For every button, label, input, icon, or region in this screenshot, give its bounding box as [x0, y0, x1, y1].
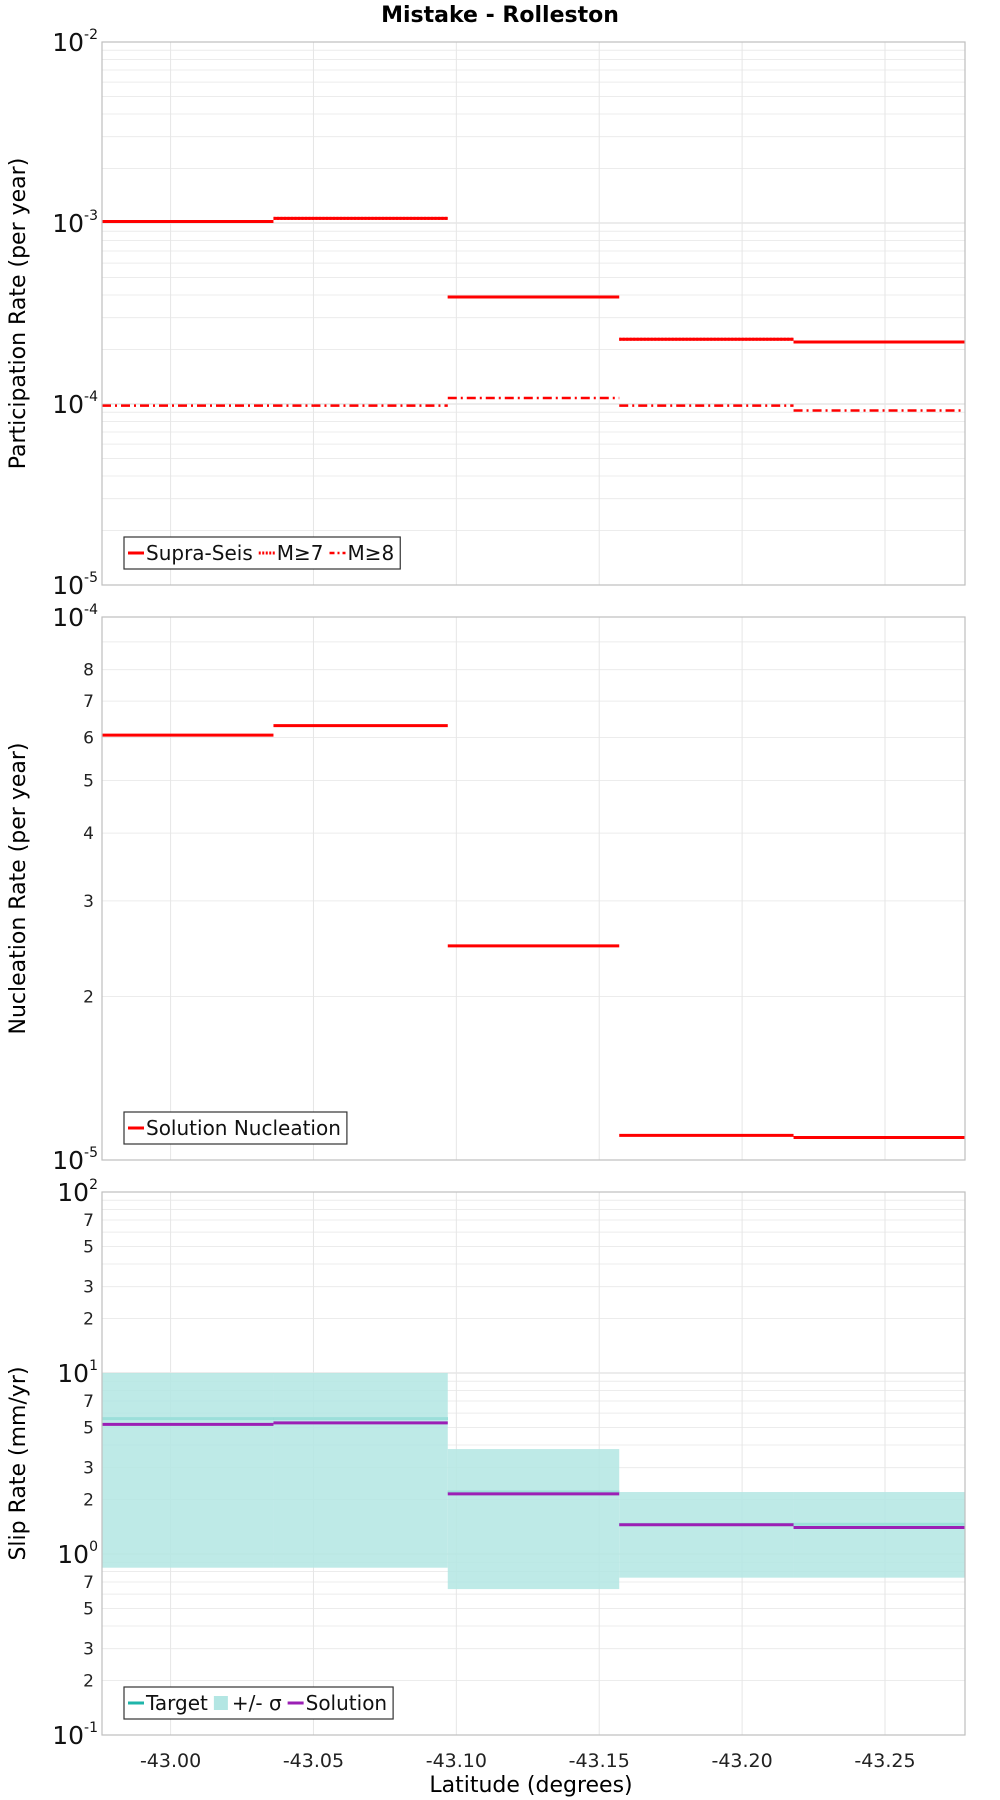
y-minor-tick-label: 3	[83, 1640, 94, 1660]
chart-title: Mistake - Rolleston	[381, 3, 619, 28]
x-tick-label: -43.15	[569, 1750, 630, 1772]
slip-rate-panel: 102 101 100 10-1 2 3 5 7 2 3 5 7 2 3 5 7 Slip Rate (mm/y…	[6, 1177, 966, 1772]
y-tick-label: 10-4	[52, 389, 98, 419]
y-axis-label: Nucleation Rate (per year)	[6, 743, 31, 1035]
y-axis-label: Participation Rate (per year)	[6, 158, 31, 470]
y-minor-tick-label: 5	[83, 771, 94, 791]
legend-label: Solution	[306, 1691, 387, 1715]
legend: Target +/- σ Solution	[123, 1686, 394, 1720]
legend-box	[123, 536, 401, 570]
y-tick-label: 100	[57, 1539, 98, 1569]
y-tick-label: 101	[57, 1358, 98, 1388]
y-tick-label: 10-2	[52, 27, 98, 57]
y-minor-tick-label: 5	[83, 1418, 94, 1438]
y-minor-tick-label: 2	[83, 1310, 94, 1330]
nucleation-rate-panel: 10-4 10-5 2 3 4 5 6 7 8 Nucleation Rate (per year…	[6, 602, 966, 1175]
legend: Supra-Seis M≥7 M≥8	[123, 536, 401, 570]
x-tick-label: -43.20	[711, 1750, 772, 1772]
y-minor-tick-label: 5	[83, 1599, 94, 1619]
y-minor-tick-label: 2	[83, 1672, 94, 1692]
y-minor-tick-label: 4	[83, 824, 94, 844]
sigma-band-segment	[102, 1373, 274, 1568]
legend-swatch	[213, 1696, 228, 1710]
x-axis-label: Latitude (degrees)	[429, 1773, 632, 1798]
y-minor-tick-label: 2	[83, 1491, 94, 1511]
x-tick-label: -43.10	[426, 1750, 487, 1772]
panel-frame	[101, 1191, 966, 1736]
y-minor-tick-label: 7	[83, 1211, 94, 1231]
x-tick-label: -43.25	[854, 1750, 915, 1772]
y-minor-tick-label: 3	[83, 892, 94, 912]
sigma-band-segment	[793, 1492, 965, 1578]
y-minor-tick-label: 3	[83, 1459, 94, 1479]
legend-box	[123, 1111, 348, 1145]
y-tick-label: 10-1	[52, 1720, 98, 1750]
y-minor-tick-label: 8	[83, 661, 94, 681]
y-minor-tick-label: 7	[83, 1573, 94, 1593]
y-minor-tick-label: 7	[83, 692, 94, 712]
legend-box	[123, 1686, 394, 1720]
y-tick-label: 10-3	[52, 208, 98, 238]
legend-label: Solution Nucleation	[146, 1116, 341, 1140]
y-minor-tick-label: 7	[83, 1392, 94, 1412]
y-axis-label: Slip Rate (mm/yr)	[6, 1366, 31, 1560]
x-tick-label: -43.05	[283, 1750, 344, 1772]
y-tick-label: 102	[57, 1177, 98, 1207]
legend-label: +/- σ	[232, 1691, 282, 1715]
x-tick-label: -43.00	[140, 1750, 201, 1772]
y-tick-label: 10-5	[52, 570, 98, 600]
sigma-band-segment	[619, 1492, 794, 1578]
sigma-band-segment	[273, 1373, 448, 1568]
participation-rate-panel: 10-2 10-3 10-4 10-5 Participation Rate (per …	[6, 27, 966, 600]
legend-label: Supra-Seis	[146, 541, 253, 565]
sigma-band-segment	[447, 1449, 620, 1590]
panel-frame	[101, 41, 966, 586]
y-tick-label: 10-4	[52, 602, 98, 632]
y-minor-tick-label: 2	[83, 988, 94, 1008]
legend-label: Target	[145, 1691, 208, 1715]
y-minor-tick-label: 6	[83, 728, 94, 748]
y-tick-label: 10-5	[52, 1145, 98, 1175]
legend-label: M≥7	[277, 541, 324, 565]
legend-label: M≥8	[348, 541, 395, 565]
y-minor-tick-label: 5	[83, 1237, 94, 1257]
y-minor-tick-label: 3	[83, 1278, 94, 1298]
panel-frame	[101, 616, 966, 1161]
legend: Solution Nucleation	[123, 1111, 348, 1145]
